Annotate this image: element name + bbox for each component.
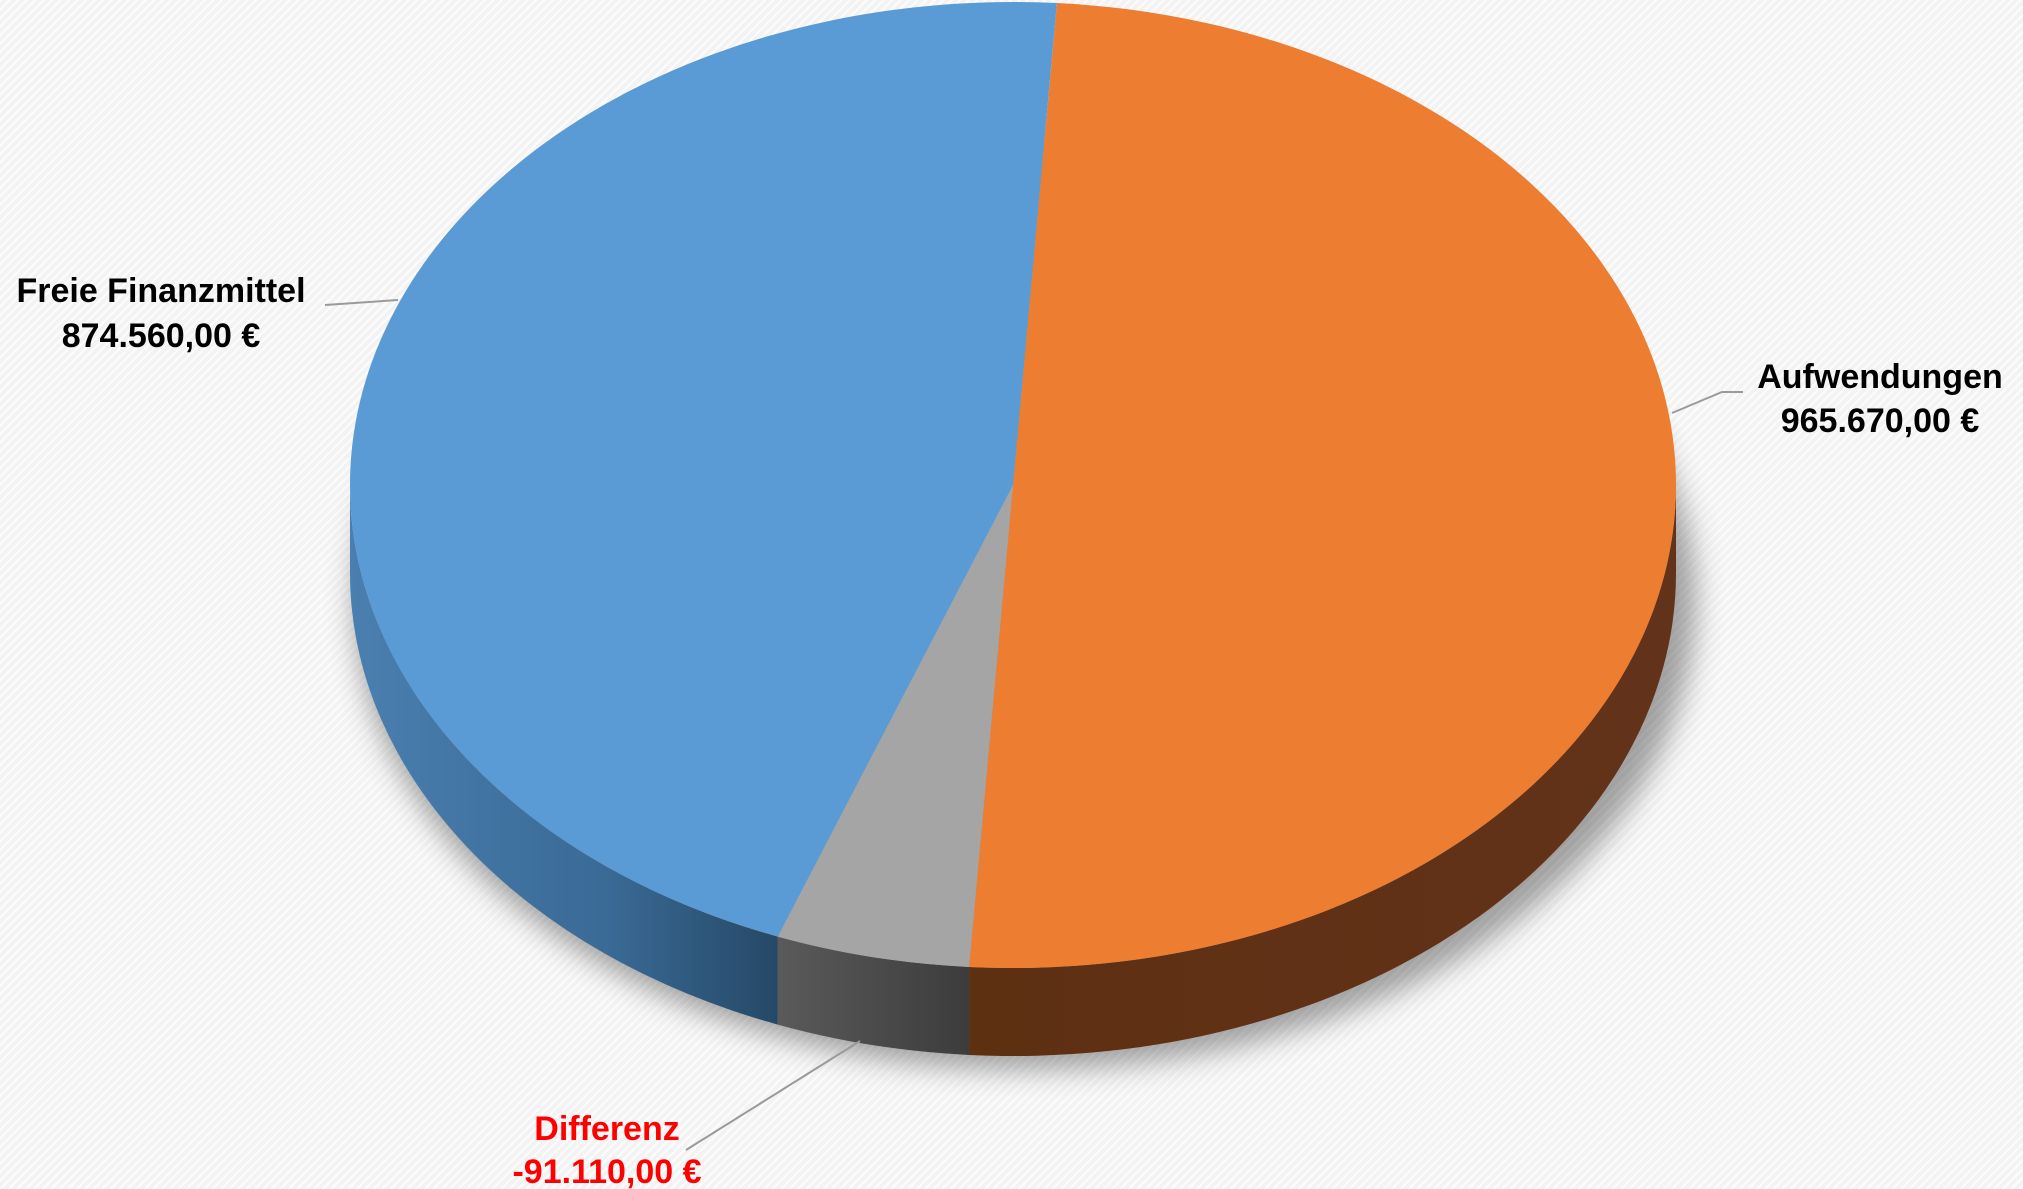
leader-line-differenz <box>685 1040 861 1151</box>
data-label-name-freie-finanzmittel: Freie Finanzmittel <box>16 272 305 310</box>
pie-side-differenz <box>777 936 970 1055</box>
pie-slice-freie-finanzmittel <box>350 1 1057 937</box>
data-label-value-aufwendungen: 965.670,00 € <box>1781 402 1980 440</box>
pie-slice-differenz <box>777 485 1013 967</box>
data-label-value-differenz: -91.110,00 € <box>512 1153 701 1189</box>
leader-line-aufwendungen <box>1671 391 1743 414</box>
data-label-name-aufwendungen: Aufwendungen <box>1757 358 2003 396</box>
data-label-name-differenz: Differenz <box>534 1110 679 1148</box>
pie-side-freie-finanzmittel <box>349 485 778 1025</box>
data-label-value-freie-finanzmittel: 874.560,00 € <box>62 317 261 355</box>
leader-line-freie-finanzmittel <box>324 299 399 306</box>
pie-side-aufwendungen <box>969 485 1676 1057</box>
pie-slice-aufwendungen <box>969 3 1677 969</box>
